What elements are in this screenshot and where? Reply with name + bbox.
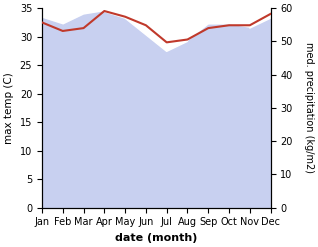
- Y-axis label: max temp (C): max temp (C): [4, 72, 14, 144]
- X-axis label: date (month): date (month): [115, 233, 197, 243]
- Y-axis label: med. precipitation (kg/m2): med. precipitation (kg/m2): [304, 42, 314, 173]
